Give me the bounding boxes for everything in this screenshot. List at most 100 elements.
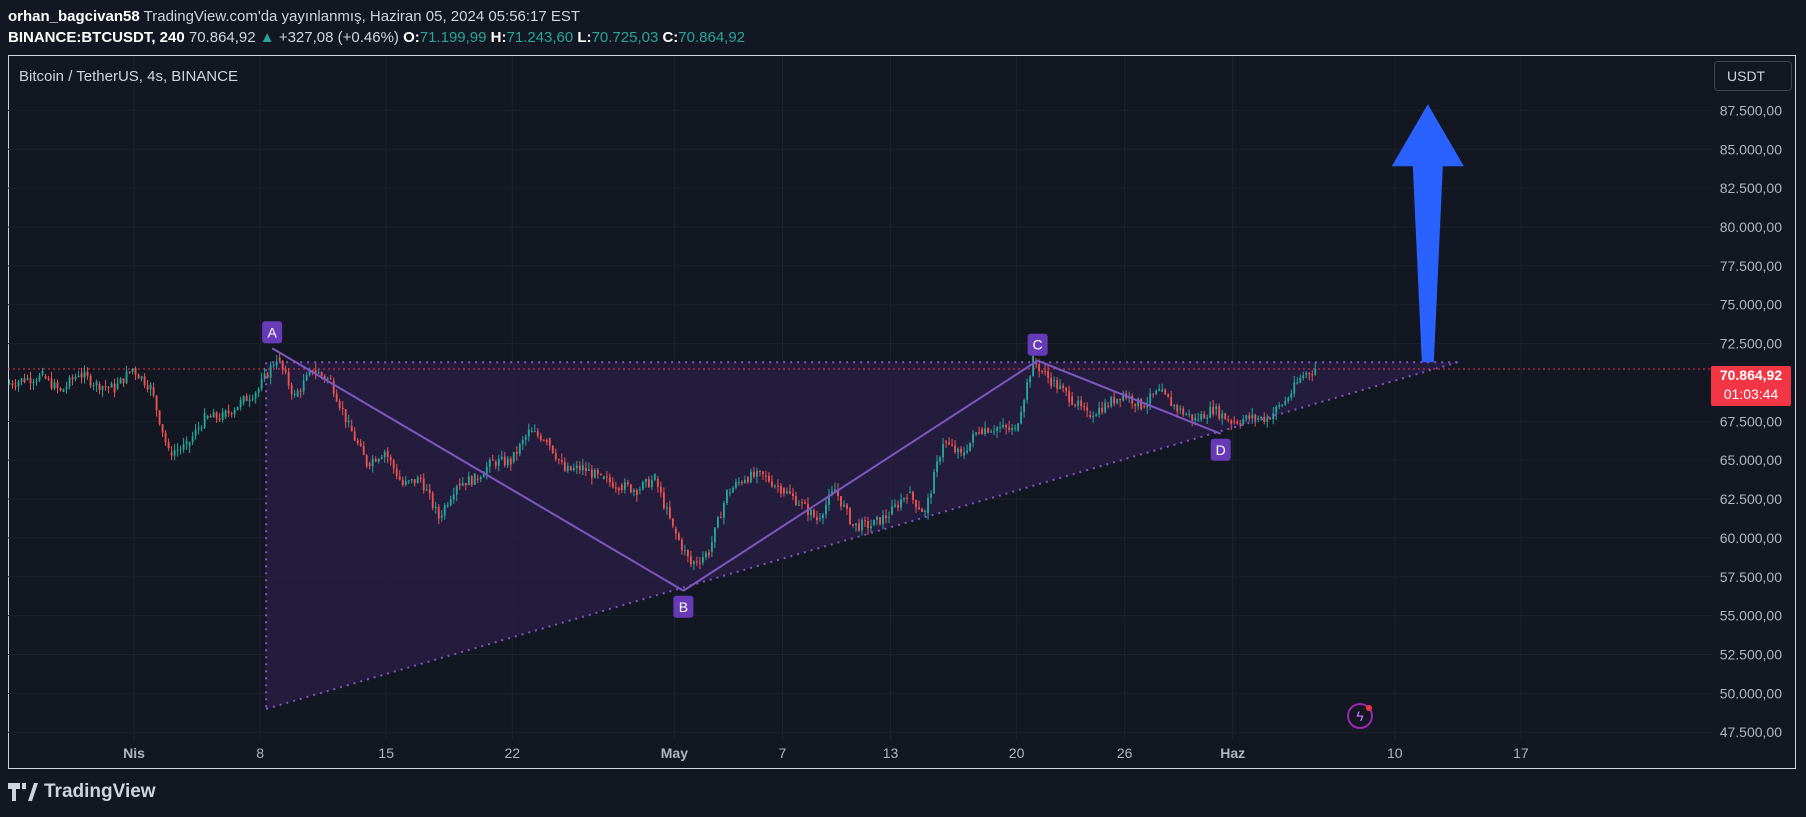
candle-body <box>488 459 491 467</box>
candle-body <box>725 490 728 503</box>
candle-body <box>278 357 281 361</box>
candle-body <box>804 502 806 504</box>
candle-body <box>419 477 422 479</box>
candle-body <box>641 482 644 490</box>
candle-body <box>1140 398 1143 410</box>
candle-body <box>1281 404 1284 406</box>
candle-body <box>71 377 74 380</box>
candle-body <box>506 458 509 466</box>
candle-body <box>23 378 26 383</box>
candle-body <box>822 514 824 519</box>
candle-body <box>1086 407 1089 411</box>
candle-body <box>1293 382 1296 394</box>
candle-body <box>1242 419 1245 424</box>
candle-body <box>47 378 50 380</box>
candle-body <box>1047 371 1050 378</box>
candle-body <box>107 386 110 388</box>
candle-body <box>146 385 149 390</box>
candle-body <box>1008 427 1011 430</box>
candle-body <box>320 372 323 376</box>
candles-layer <box>8 351 1317 571</box>
bar-countdown: 01:03:44 <box>1723 386 1779 402</box>
candle-body <box>131 368 134 372</box>
candle-body <box>966 450 968 453</box>
candle-body <box>557 459 560 461</box>
y-tick-label: 55.000,00 <box>1720 608 1782 624</box>
pattern-fill-layer <box>266 362 1458 709</box>
candle-body <box>329 378 332 380</box>
candle-body <box>167 442 170 448</box>
candle-body <box>434 506 437 508</box>
candle-body <box>401 479 404 486</box>
candle-body <box>86 371 89 376</box>
candle-body <box>957 448 959 453</box>
candle-body <box>1143 405 1146 408</box>
candle-body <box>56 382 59 389</box>
candle-body <box>894 504 896 507</box>
candle-body <box>188 442 191 447</box>
candle-body <box>1290 393 1293 399</box>
candle-body <box>777 485 779 487</box>
target-arrow-layer <box>1391 104 1464 363</box>
candle-body <box>707 552 710 556</box>
candle-body <box>587 469 590 471</box>
candle-body <box>948 442 950 445</box>
candle-body <box>1152 393 1155 395</box>
candle-body <box>1155 390 1158 395</box>
candle-body <box>218 418 221 420</box>
candle-body <box>695 561 698 563</box>
tradingview-logo[interactable]: TradingView <box>8 781 156 803</box>
author-name[interactable]: orhan_bagcivan58 <box>8 8 140 25</box>
candle-body <box>1020 412 1023 424</box>
candle-body <box>744 479 746 483</box>
up-triangle-icon: ▲ <box>259 29 275 46</box>
lightning-icon[interactable]: ϟ <box>1347 703 1373 729</box>
candle-body <box>942 444 944 458</box>
candle-body <box>716 517 719 528</box>
candle-body <box>221 412 224 420</box>
tradingview-logo-icon <box>8 783 38 801</box>
pattern-point-label: A <box>267 324 277 340</box>
candle-body <box>569 466 572 471</box>
last-price-tag: 70.864,92 01:03:44 <box>1711 366 1791 406</box>
candle-body <box>224 410 227 417</box>
chart-header: orhan_bagcivan58 TradingView.com'da yayı… <box>8 6 745 48</box>
candle-body <box>810 510 812 516</box>
currency-button[interactable]: USDT <box>1714 61 1792 91</box>
candle-body <box>734 482 737 488</box>
candle-body <box>683 550 686 552</box>
candle-body <box>1209 406 1212 418</box>
candle-body <box>161 424 164 433</box>
candle-body <box>1122 393 1125 401</box>
candle-body <box>566 466 569 472</box>
candle-body <box>1185 414 1188 416</box>
y-tick-label: 75.000,00 <box>1720 297 1782 313</box>
candle-body <box>83 371 86 378</box>
candle-body <box>1083 406 1086 408</box>
x-tick-label: 22 <box>505 745 521 761</box>
candle-body <box>170 452 173 456</box>
candle-body <box>936 461 938 473</box>
candle-body <box>563 461 566 472</box>
candle-body <box>867 521 869 529</box>
brand-name: TradingView <box>44 781 156 802</box>
candle-body <box>101 386 104 391</box>
y-tick-label: 80.000,00 <box>1720 219 1782 235</box>
candle-body <box>1095 414 1098 417</box>
y-tick-label: 47.500,00 <box>1720 724 1782 740</box>
candle-body <box>1176 405 1179 412</box>
candle-body <box>918 507 920 510</box>
candle-body <box>1077 400 1080 406</box>
candle-body <box>551 445 554 453</box>
high-value: 71.243,60 <box>506 29 574 46</box>
candle-body <box>1179 408 1182 410</box>
candle-body <box>1134 403 1137 407</box>
candle-body <box>1062 385 1065 388</box>
x-tick-label: 13 <box>883 745 899 761</box>
publish-info: orhan_bagcivan58 TradingView.com'da yayı… <box>8 6 745 27</box>
candle-body <box>1002 424 1005 428</box>
candle-body <box>963 452 965 456</box>
candle-body <box>254 392 257 399</box>
candle-body <box>446 505 449 507</box>
